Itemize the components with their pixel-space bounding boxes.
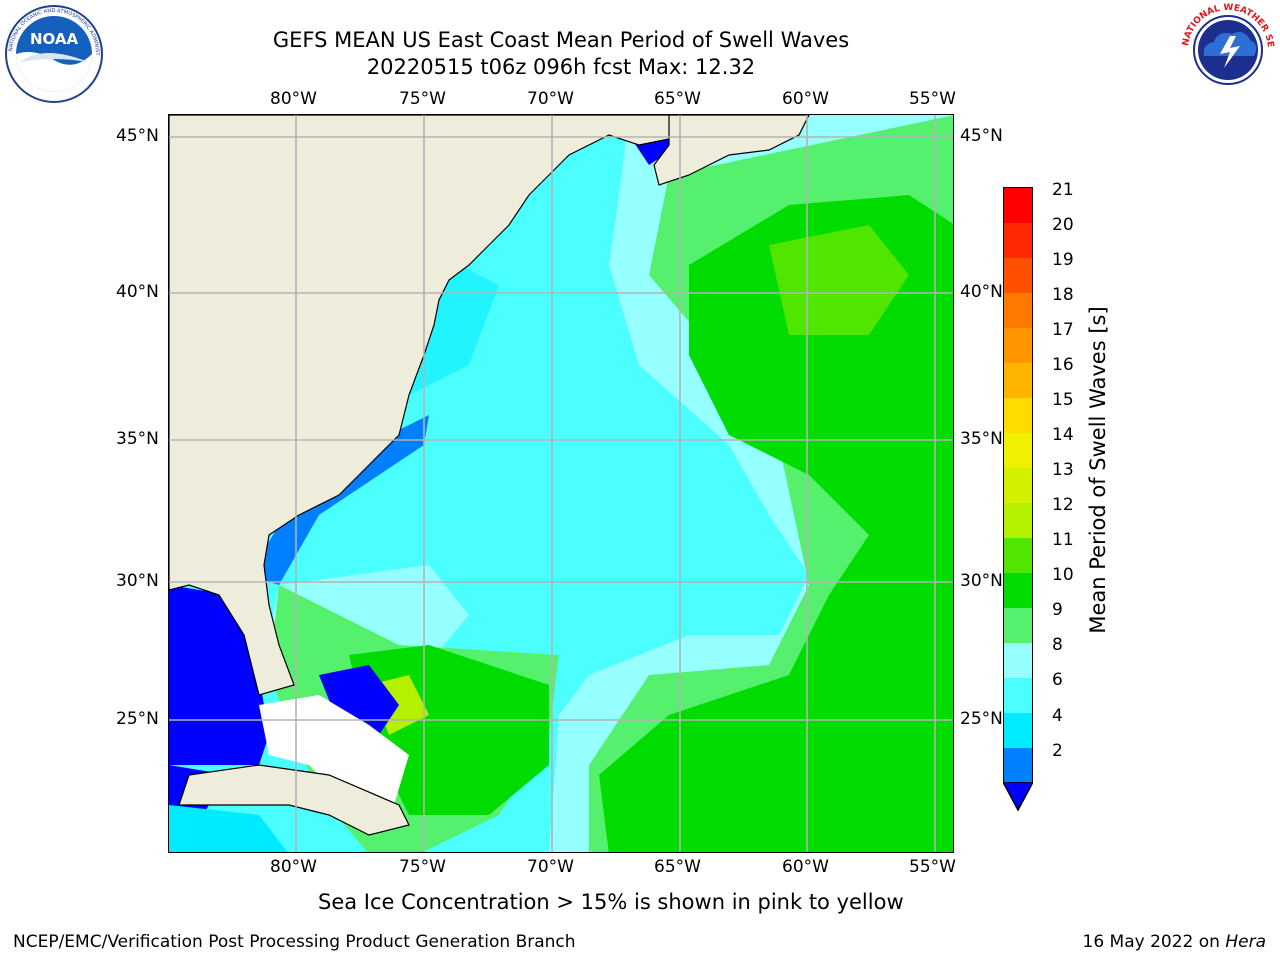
graticule	[169, 115, 953, 852]
lon-label-top: 75°W	[399, 89, 446, 109]
nws-logo-icon: NATIONAL WEATHER SERVICE	[1178, 0, 1276, 98]
colorbar-tick: 8	[1052, 635, 1063, 655]
colorbar-tick: 6	[1052, 670, 1063, 690]
colorbar-tick: 14	[1052, 425, 1074, 445]
lat-label-left: 40°N	[116, 282, 159, 302]
colorbar-segment	[1003, 608, 1033, 643]
lon-label-top: 60°W	[782, 89, 829, 109]
colorbar-segment	[1003, 748, 1033, 783]
colorbar-tick: 9	[1052, 600, 1063, 620]
lon-label-top: 70°W	[527, 89, 574, 109]
chart-subtitle: 20220515 t06z 096h fcst Max: 12.32	[366, 55, 756, 79]
colorbar-segment	[1003, 223, 1033, 258]
north-america-land	[169, 115, 710, 696]
colorbar-tick: 16	[1052, 355, 1074, 375]
colorbar-tick: 15	[1052, 390, 1074, 410]
lat-label-left: 30°N	[116, 571, 159, 591]
map-panel	[168, 114, 954, 853]
colorbar-tick: 12	[1052, 495, 1074, 515]
colorbar-segment	[1003, 643, 1033, 678]
chart-title: GEFS MEAN US East Coast Mean Period of S…	[272, 28, 850, 52]
colorbar-tick: 2	[1052, 741, 1063, 761]
colorbar-label: Mean Period of Swell Waves [s]	[1086, 306, 1110, 634]
colorbar-extend-triangle	[1003, 782, 1033, 812]
sea-ice-note: Sea Ice Concentration > 15% is shown in …	[318, 890, 904, 914]
lon-label-bottom: 55°W	[909, 857, 956, 877]
credit-text: NCEP/EMC/Verification Post Processing Pr…	[13, 932, 576, 952]
host-name: Hera	[1225, 932, 1266, 952]
swell-zone-11-12	[769, 225, 909, 335]
lat-label-left: 25°N	[116, 709, 159, 729]
colorbar-segment	[1003, 258, 1033, 293]
colorbar-segment	[1003, 678, 1033, 713]
lat-label-right: 45°N	[960, 126, 1003, 146]
lat-label-right: 25°N	[960, 709, 1003, 729]
lat-label-right: 30°N	[960, 571, 1003, 591]
colorbar-segment	[1003, 328, 1033, 363]
lon-label-bottom: 60°W	[782, 857, 829, 877]
lon-label-top: 55°W	[909, 89, 956, 109]
lon-label-bottom: 70°W	[527, 857, 574, 877]
lon-label-bottom: 80°W	[270, 857, 317, 877]
noaa-logo-icon: NOAA NATIONAL OCEANIC AND ATMOSPHERIC AD…	[4, 4, 103, 103]
colorbar-segment	[1003, 468, 1033, 503]
colorbar-tick: 21	[1052, 180, 1074, 200]
lon-label-top: 65°W	[654, 89, 701, 109]
lon-label-top: 80°W	[270, 89, 317, 109]
colorbar-tick: 20	[1052, 215, 1074, 235]
colorbar-tick: 11	[1052, 530, 1074, 550]
colorbar-tick: 19	[1052, 250, 1074, 270]
nova-scotia-land	[653, 115, 810, 186]
lat-label-left: 35°N	[116, 429, 159, 449]
colorbar-tick: 13	[1052, 460, 1074, 480]
colorbar-tick: 4	[1052, 706, 1063, 726]
colorbar-segment	[1003, 433, 1033, 468]
colorbar-segment	[1003, 503, 1033, 538]
cuba-land	[178, 764, 410, 836]
colorbar-segment	[1003, 398, 1033, 433]
svg-text:NOAA: NOAA	[30, 30, 79, 48]
swell-zone-4-6	[169, 805, 288, 852]
colorbar-segment	[1003, 538, 1033, 573]
lon-label-bottom: 65°W	[654, 857, 701, 877]
swell-period-map	[169, 115, 953, 852]
lat-label-right: 35°N	[960, 429, 1003, 449]
date-text: 16 May 2022 on	[1082, 932, 1226, 952]
lat-label-left: 45°N	[116, 126, 159, 146]
colorbar-segment	[1003, 573, 1033, 608]
colorbar-tick: 10	[1052, 565, 1074, 585]
colorbar-segment	[1003, 187, 1033, 223]
colorbar-tick: 18	[1052, 285, 1074, 305]
swell-zone-10-11	[599, 195, 953, 852]
swell-zone-2-4	[249, 415, 429, 585]
lon-label-bottom: 75°W	[399, 857, 446, 877]
date-stamp: 16 May 2022 on Hera	[1083, 932, 1267, 952]
colorbar-segment	[1003, 363, 1033, 398]
lat-label-right: 40°N	[960, 282, 1003, 302]
colorbar-segment	[1003, 713, 1033, 748]
colorbar-segment	[1003, 293, 1033, 328]
colorbar-tick: 17	[1052, 320, 1074, 340]
